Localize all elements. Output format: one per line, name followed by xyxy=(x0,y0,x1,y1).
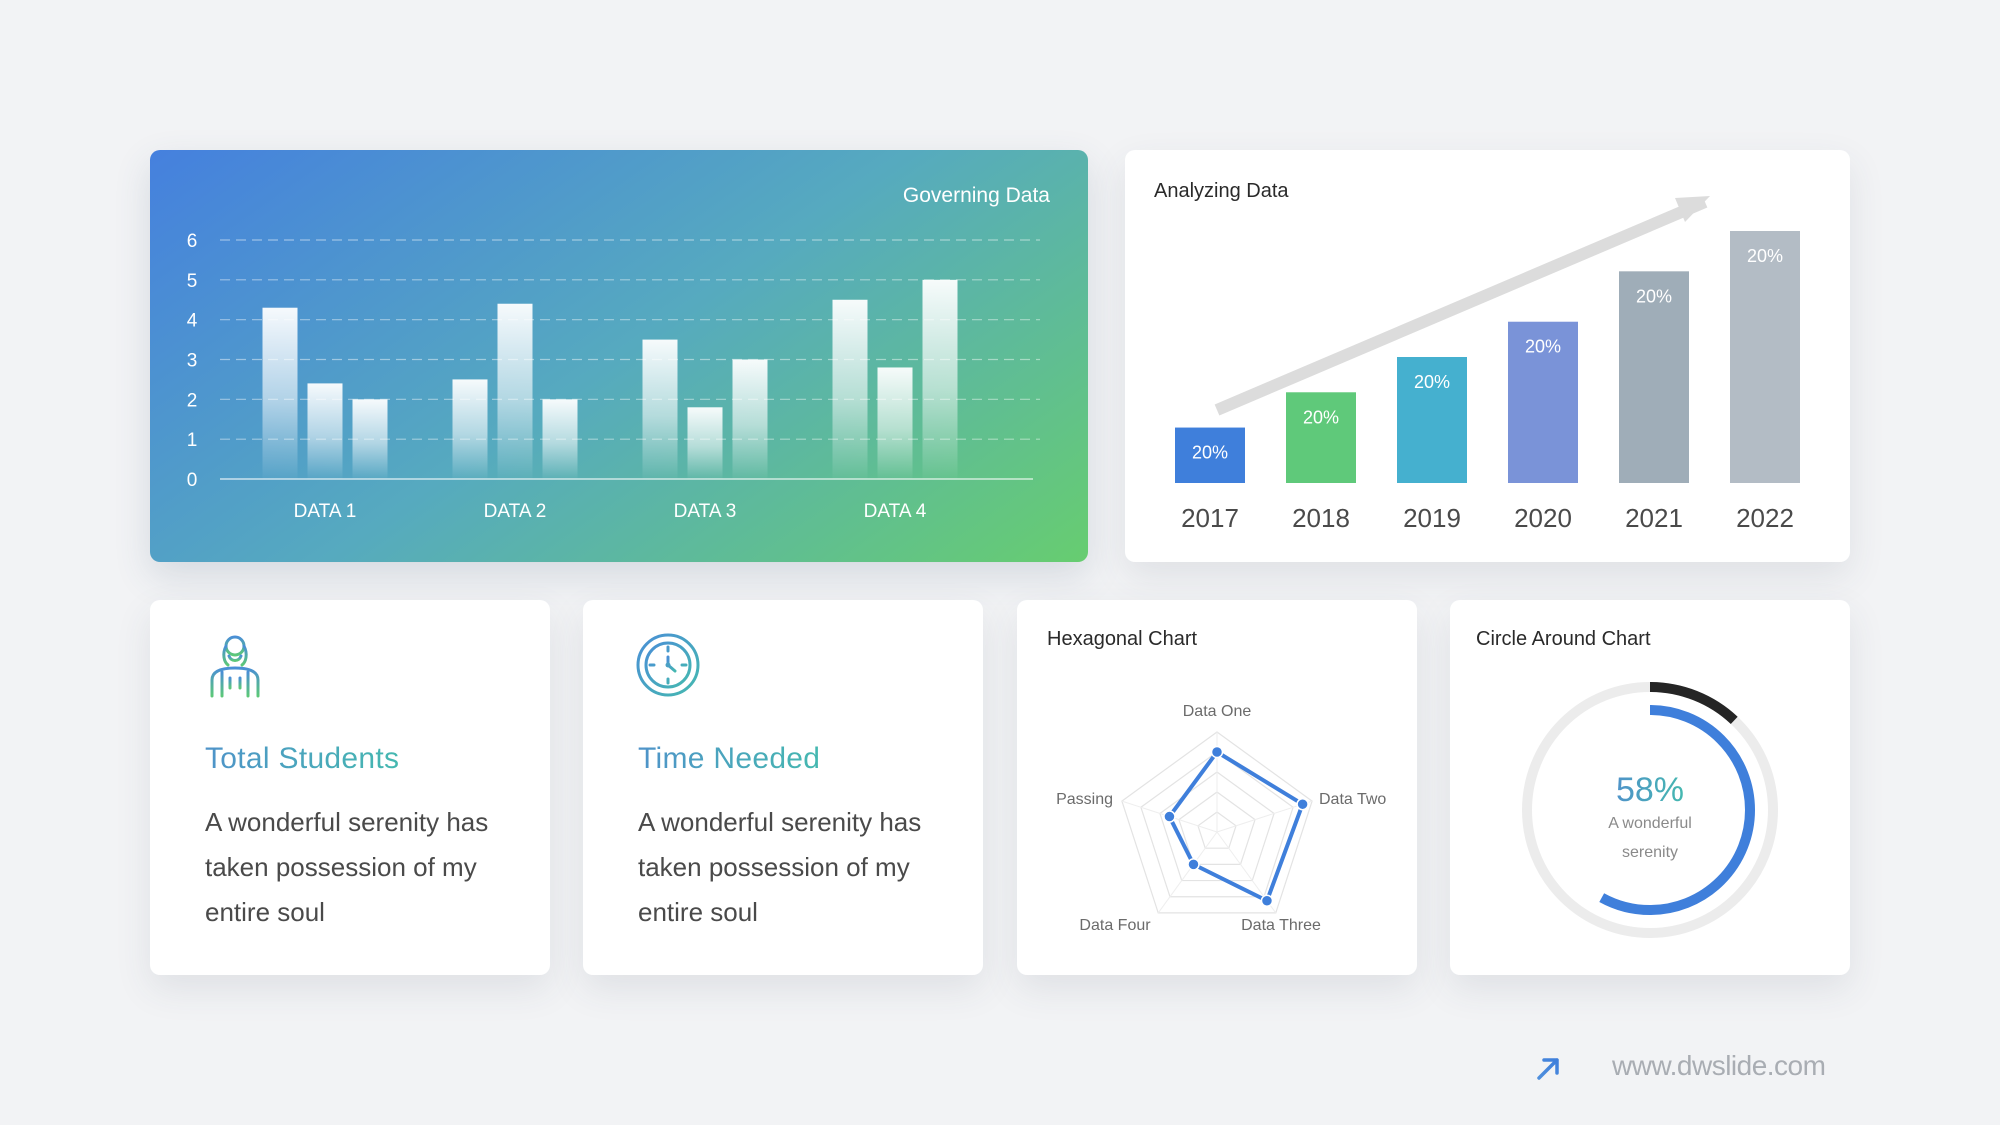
bar xyxy=(452,379,488,479)
bar-data-label: 20% xyxy=(1414,372,1450,392)
hexagonal-chart-card: Data One Data Two Data Three Data Four Passi… xyxy=(1017,600,1417,975)
bar xyxy=(352,399,388,479)
total-students-text: A wonderful serenity has taken possessio… xyxy=(205,807,489,927)
x-tick-label: DATA 4 xyxy=(864,501,927,522)
bar-data-label: 20% xyxy=(1303,407,1339,427)
total-students-title: Total Students xyxy=(205,742,400,775)
bar-data-label: 20% xyxy=(1747,246,1783,266)
bar xyxy=(1508,321,1578,483)
donut-value-label: 58% xyxy=(1616,771,1684,809)
bar xyxy=(1397,357,1467,483)
donut-accent-arc xyxy=(1522,682,1778,938)
x-tick-label: 2018 xyxy=(1292,503,1350,533)
x-tick-label: 2019 xyxy=(1403,503,1461,533)
radar-grid-ring xyxy=(1197,811,1237,849)
radar-axis-label: Data Three xyxy=(1241,917,1321,934)
bar-data-label: 20% xyxy=(1636,286,1672,306)
time-needed-text: A wonderful serenity has taken possessio… xyxy=(638,807,922,927)
y-tick-label: 5 xyxy=(187,271,198,292)
clock-icon xyxy=(636,633,700,697)
radar-point xyxy=(1163,810,1176,823)
radar-point xyxy=(1260,894,1274,908)
bar xyxy=(832,299,868,479)
radar-point xyxy=(1210,745,1224,759)
total-students-card: Total Students A wonderful serenity has … xyxy=(150,600,550,975)
analyzing-data-title: Analyzing Data xyxy=(1154,180,1289,202)
radar-point xyxy=(1296,797,1309,811)
x-tick-label: 2017 xyxy=(1181,503,1239,533)
radar-grid-ring xyxy=(1178,791,1256,865)
bar xyxy=(1619,271,1689,483)
bar xyxy=(922,279,958,479)
radar-point xyxy=(1187,858,1200,871)
donut-progress-arc xyxy=(1545,705,1755,915)
bar xyxy=(542,399,578,479)
time-needed-title: Time Needed xyxy=(638,742,821,775)
x-tick-label: 2021 xyxy=(1625,503,1683,533)
governing-data-card: 0 1 2 3 4 5 6 DATA 1 DATA 2 DATA 3 DATA 4 Governin… xyxy=(150,150,1088,562)
radar-series xyxy=(1167,750,1305,903)
bar xyxy=(1175,427,1245,483)
analyzing-data-chart: 20% 2017 20% 2018 20% 2019 20% 2020 20% 2021 20% 20… xyxy=(1175,196,1800,533)
trend-arrow-shaft xyxy=(1214,196,1708,416)
bar-data-label: 20% xyxy=(1525,337,1561,357)
x-tick-label: 2022 xyxy=(1736,503,1794,533)
trend-arrow-head xyxy=(1675,196,1710,222)
radar-grid-ring xyxy=(1159,771,1275,882)
analyzing-data-card: 20% 2017 20% 2018 20% 2019 20% 2020 20% 2021 20% 20… xyxy=(1125,150,1850,562)
y-tick-label: 2 xyxy=(187,390,198,411)
bar xyxy=(307,383,343,479)
y-tick-label: 6 xyxy=(187,231,198,252)
radar-axis-label: Passing xyxy=(1056,791,1113,808)
bar xyxy=(732,359,768,479)
donut-outer-track xyxy=(1522,682,1778,938)
hexagonal-chart-title: Hexagonal Chart xyxy=(1047,628,1198,650)
donut-chart: 58% A wonderful serenity xyxy=(1522,682,1778,938)
y-tick-label: 3 xyxy=(187,351,198,372)
donut-sub-label: serenity xyxy=(1622,844,1678,861)
circle-around-chart-card: 58% A wonderful serenity Circle Around Cha… xyxy=(1450,600,1850,975)
radar-spoke xyxy=(1157,831,1218,914)
bar xyxy=(877,367,913,479)
governing-data-chart: 0 1 2 3 4 5 6 DATA 1 DATA 2 DATA 3 DATA 4 xyxy=(187,231,1040,522)
x-tick-label: 2020 xyxy=(1514,503,1572,533)
x-tick-label: DATA 3 xyxy=(674,501,737,522)
radar-axis-label: Data One xyxy=(1183,703,1252,720)
x-tick-label: DATA 1 xyxy=(294,501,357,522)
bar xyxy=(687,407,723,479)
arrow-up-right-icon xyxy=(1537,1058,1559,1080)
x-tick-label: DATA 2 xyxy=(484,501,547,522)
bar-data-label: 20% xyxy=(1192,443,1228,463)
bar xyxy=(1286,392,1356,483)
donut-sub-label: A wonderful xyxy=(1608,815,1692,832)
radar-spoke xyxy=(1216,800,1313,833)
y-tick-label: 4 xyxy=(187,311,198,332)
y-tick-label: 0 xyxy=(187,470,198,491)
circle-around-chart-title: Circle Around Chart xyxy=(1476,628,1651,650)
bar xyxy=(642,339,678,479)
time-needed-card: Time Needed A wonderful serenity has tak… xyxy=(583,600,983,975)
governing-data-title: Governing Data xyxy=(902,184,1050,207)
radar-chart: Data One Data Two Data Three Data Four Passi… xyxy=(1056,703,1386,934)
bar xyxy=(262,307,298,479)
y-tick-label: 1 xyxy=(187,430,198,451)
radar-grid-ring xyxy=(1140,751,1294,898)
student-icon xyxy=(210,635,260,698)
radar-grid-ring xyxy=(1121,731,1313,914)
radar-axis-label: Data Two xyxy=(1319,791,1386,808)
bar xyxy=(1730,231,1800,483)
bar xyxy=(497,303,533,479)
radar-axis-label: Data Four xyxy=(1079,917,1151,934)
footer-website-link[interactable]: www.dwslide.com xyxy=(1612,1050,1826,1081)
